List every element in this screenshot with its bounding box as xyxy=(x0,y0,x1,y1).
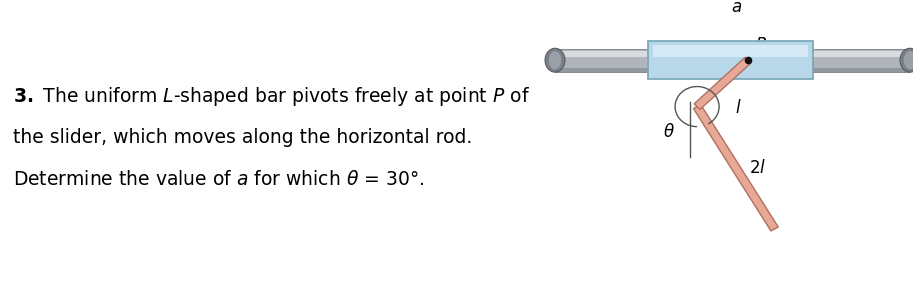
Text: $\theta$: $\theta$ xyxy=(663,123,675,141)
Polygon shape xyxy=(694,57,751,109)
Text: $\mathbf{\mathit{P}}$: $\mathbf{\mathit{P}}$ xyxy=(755,36,767,54)
Text: $2\mathit{l}$: $2\mathit{l}$ xyxy=(749,159,766,177)
Ellipse shape xyxy=(545,48,565,72)
Bar xyxy=(555,49,647,71)
Bar xyxy=(653,45,807,57)
Ellipse shape xyxy=(549,51,561,69)
Bar xyxy=(813,51,910,57)
Bar xyxy=(813,68,910,71)
Bar xyxy=(555,51,647,57)
Polygon shape xyxy=(693,105,778,231)
Bar xyxy=(555,68,647,71)
Ellipse shape xyxy=(900,48,913,72)
Bar xyxy=(813,49,910,71)
Text: $\mathbf{3.}$ The uniform $\mathit{L}$-shaped bar pivots freely at point $\mathi: $\mathbf{3.}$ The uniform $\mathit{L}$-s… xyxy=(13,85,530,108)
Text: $\mathit{a}$: $\mathit{a}$ xyxy=(731,0,742,16)
Text: $\mathit{l}$: $\mathit{l}$ xyxy=(735,99,741,117)
Bar xyxy=(647,41,813,79)
Text: the slider, which moves along the horizontal rod.: the slider, which moves along the horizo… xyxy=(13,128,472,147)
Text: Determine the value of $\mathit{a}$ for which $\theta$ = 30°.: Determine the value of $\mathit{a}$ for … xyxy=(13,170,425,190)
Ellipse shape xyxy=(904,51,913,69)
